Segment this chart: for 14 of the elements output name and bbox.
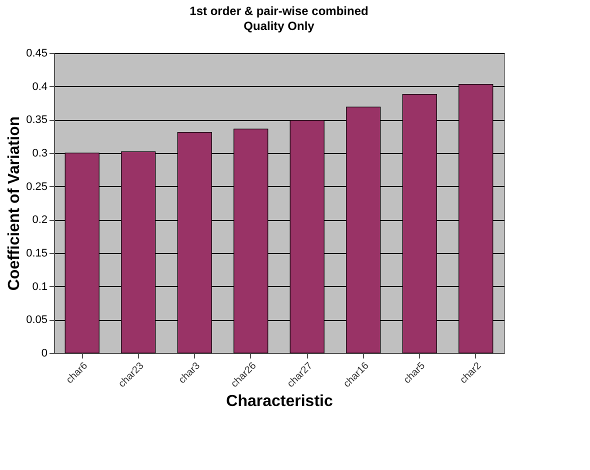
y-tick-label: 0.3 (32, 148, 48, 160)
chart-title: 1st order & pair-wise combined (190, 4, 368, 18)
y-tick-label: 0.35 (26, 114, 48, 126)
y-tick-label: 0.45 (26, 48, 48, 60)
y-tick-label: 0.4 (32, 80, 48, 93)
x-axis-title: Characteristic (226, 393, 333, 410)
y-tick-label: 0.15 (26, 248, 48, 260)
y-tick-label: 0.2 (32, 214, 48, 226)
y-tick-label: 0 (41, 348, 48, 360)
chart-subtitle: Quality Only (244, 19, 315, 33)
y-tick-label: 0.1 (32, 280, 48, 293)
y-tick-label: 0.05 (26, 314, 48, 326)
y-axis-title: Coefficient of Variation (6, 116, 24, 291)
y-tick-label: 0.25 (26, 180, 48, 193)
